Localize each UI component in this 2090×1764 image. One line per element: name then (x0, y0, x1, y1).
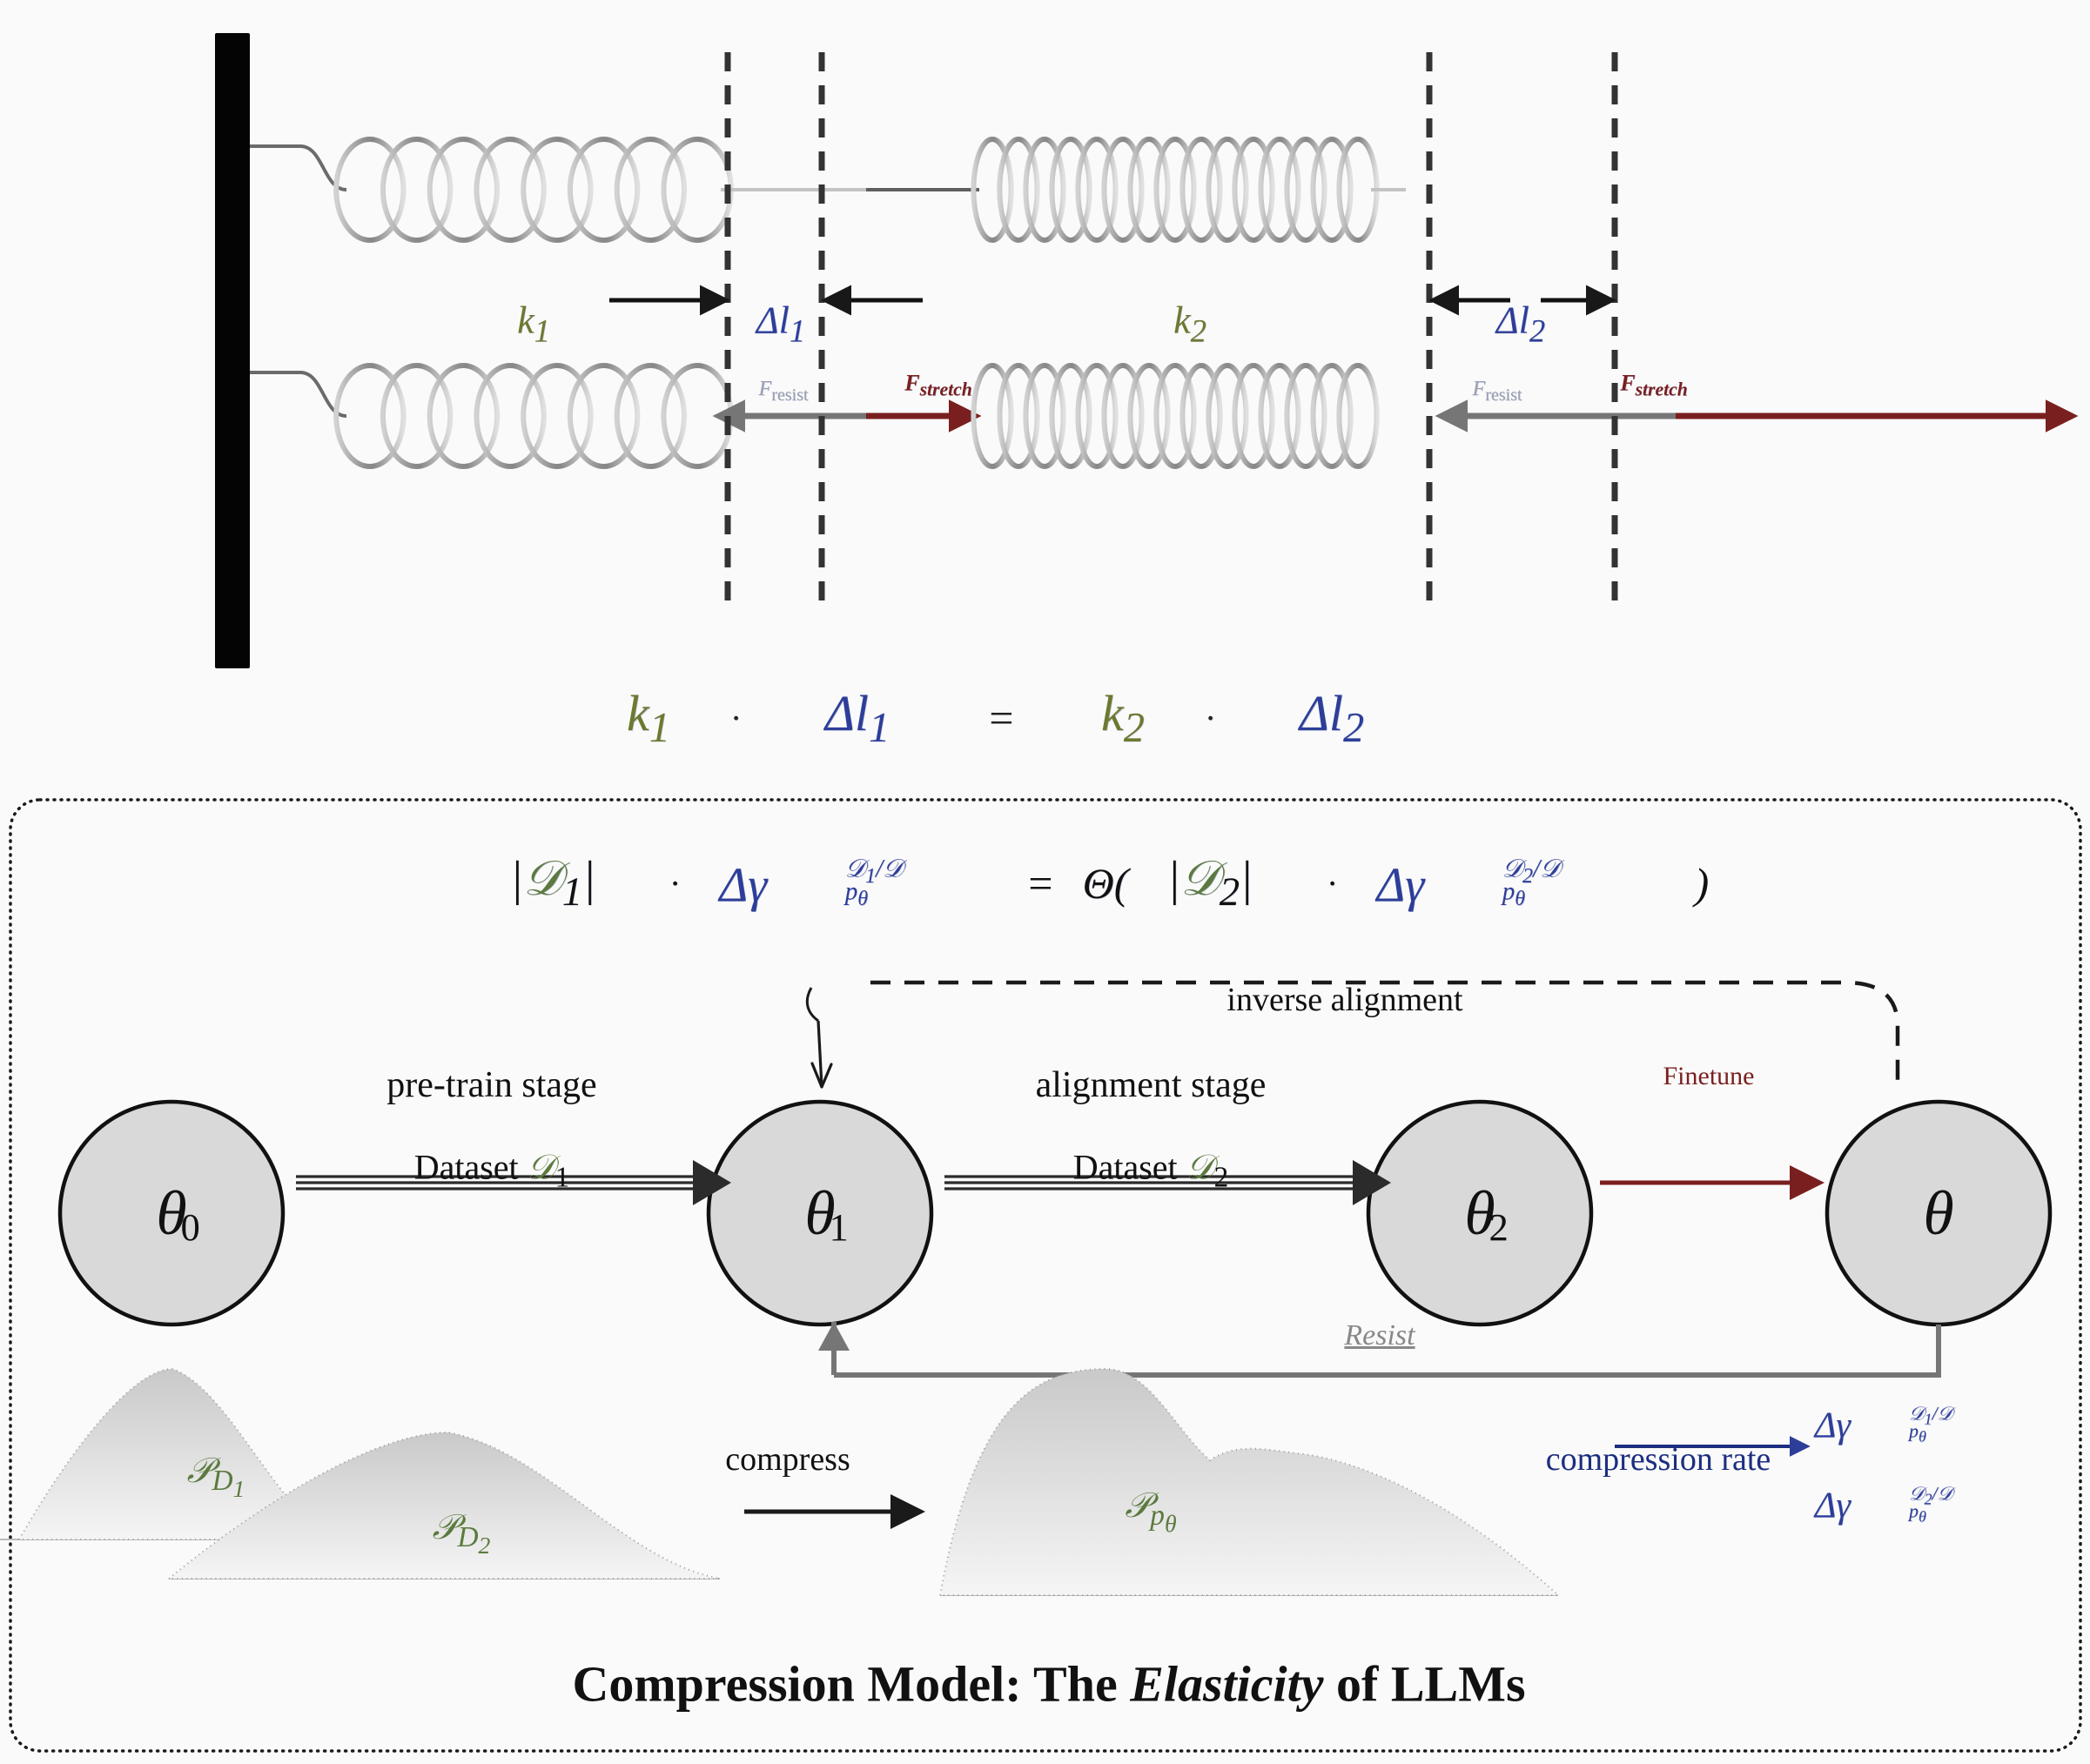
svg-text:0: 0 (180, 1205, 199, 1249)
svg-text:1: 1 (829, 1205, 848, 1249)
svg-text:θ: θ (1923, 1178, 1953, 1248)
svg-text:2: 2 (1489, 1205, 1508, 1249)
